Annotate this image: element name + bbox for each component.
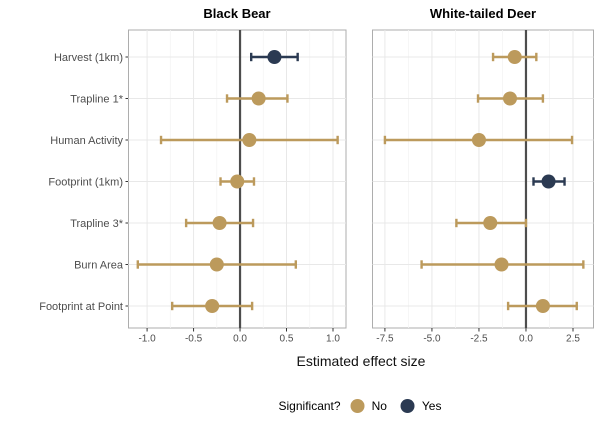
point-marker	[494, 257, 509, 272]
x-axis-tick-label: 0.0	[519, 334, 533, 345]
point-marker	[471, 133, 486, 147]
panel	[372, 29, 594, 329]
point-marker	[230, 174, 245, 189]
x-axis-tick-label: -7.5	[376, 334, 394, 345]
facet-title-black-bear: Black Bear	[203, 6, 271, 21]
x-axis-tick-label: -2.5	[470, 334, 488, 345]
x-axis-tick-label: -5.0	[423, 334, 441, 345]
legend-label-yes: Yes	[421, 399, 442, 413]
legend-item-no: No	[350, 399, 387, 413]
x-axis-tick-label: -0.5	[185, 334, 203, 345]
point-marker	[209, 257, 224, 272]
x-axis-tick-label: 2.5	[566, 334, 580, 345]
legend-title: Significant?	[278, 399, 341, 413]
point-marker	[267, 50, 282, 64]
legend: Significant? No Yes	[278, 395, 442, 417]
point-marker	[535, 299, 550, 313]
x-axis-tick-label: 0.5	[280, 334, 294, 345]
point-marker	[242, 133, 257, 147]
y-axis-label: Burn Area	[74, 260, 124, 272]
point-marker	[541, 174, 556, 189]
x-axis-tick-label: -1.0	[138, 334, 156, 345]
facet-title-white-tailed-deer: White-tailed Deer	[429, 6, 537, 21]
legend-item-yes: Yes	[400, 399, 442, 413]
y-axis-label: Footprint at Point	[39, 301, 123, 313]
y-axis-label: Human Activity	[50, 135, 123, 147]
legend-dot-yes-icon	[400, 399, 415, 413]
legend-label-no: No	[371, 399, 387, 413]
y-axis-label: Trapline 3*	[70, 218, 124, 230]
point-marker	[483, 216, 498, 230]
legend-dot-no-icon	[350, 399, 365, 413]
y-axis-label: Harvest (1km)	[54, 52, 123, 64]
point-marker	[251, 91, 266, 106]
x-axis-title: Estimated effect size	[296, 353, 426, 369]
point-marker	[502, 91, 517, 106]
y-axis-label: Trapline 1*	[70, 94, 124, 106]
point-marker	[507, 50, 522, 64]
y-axis-label: Footprint (1km)	[48, 177, 123, 189]
x-axis-tick-label: 1.0	[326, 334, 340, 345]
x-axis-tick-label: 0.0	[233, 334, 247, 345]
point-marker	[212, 216, 227, 230]
point-marker	[205, 299, 220, 313]
